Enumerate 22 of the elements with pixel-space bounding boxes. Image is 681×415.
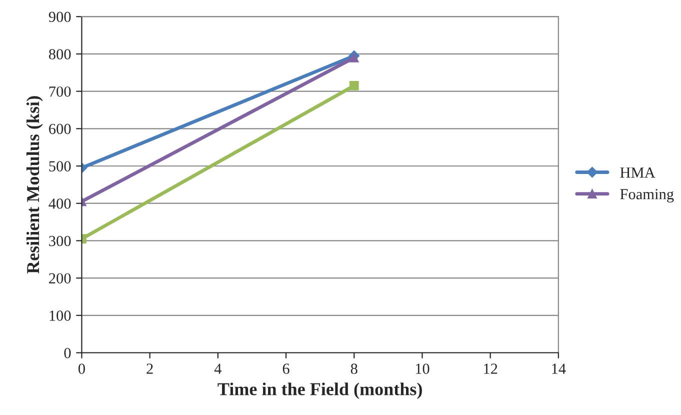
- x-tick-label: 6: [282, 364, 290, 374]
- x-tick-label: 10: [416, 364, 430, 374]
- y-tick-label: 400: [48, 198, 71, 209]
- y-tick-label: 800: [48, 49, 71, 60]
- y-tick-label: 700: [49, 86, 71, 97]
- y-tick-label: 500: [49, 161, 71, 172]
- y-tick-label: 600: [49, 124, 71, 134]
- x-tick-label: 8: [350, 364, 358, 374]
- y-tick-label: 300: [49, 236, 71, 246]
- y-axis-title: Resilient Modulus (ksi): [26, 96, 43, 274]
- x-tick-label: 0: [78, 364, 85, 374]
- legend-label: HMA: [620, 167, 656, 178]
- x-tick-label: 4: [214, 364, 222, 374]
- x-tick-label: 12: [484, 364, 498, 374]
- y-tick-label: 200: [49, 273, 71, 284]
- y-tick-label: 0: [64, 348, 71, 358]
- x-tick-label: 14: [552, 364, 566, 374]
- y-tick-label: 100: [50, 310, 71, 321]
- x-tick-label: 2: [146, 364, 153, 374]
- legend-label: Foaming: [620, 189, 674, 202]
- y-tick-label: 900: [48, 12, 71, 22]
- x-axis-title: Time in the Field (months): [218, 382, 422, 399]
